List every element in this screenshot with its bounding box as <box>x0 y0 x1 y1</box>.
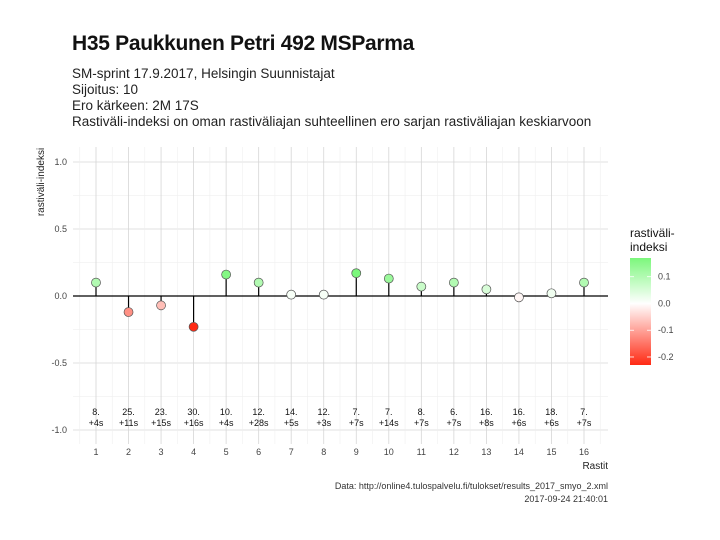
legend-tick-label: 0.0 <box>658 298 671 308</box>
y-axis: -1.0 -0.5 0.0 0.5 1.0 <box>51 157 67 435</box>
y-tick-label: 0.0 <box>54 291 67 301</box>
split-rank-label: 8. <box>92 407 100 417</box>
x-tick-label: 12 <box>449 447 459 457</box>
legend-color-bar <box>630 258 651 365</box>
data-point <box>188 321 199 332</box>
split-time-label: +7s <box>349 418 364 428</box>
split-rank-label: 23. <box>155 407 168 417</box>
split-time-label: +5s <box>284 418 299 428</box>
split-rank-label: 7. <box>353 407 361 417</box>
split-rank-label: 8. <box>418 407 426 417</box>
data-point <box>123 307 134 317</box>
x-axis-label: Rastit <box>582 461 608 472</box>
split-time-label: +4s <box>219 418 234 428</box>
x-axis: 1 2 3 4 5 6 7 8 9 10 11 12 13 14 15 16 <box>93 447 589 457</box>
data-point <box>253 277 264 288</box>
split-rank-label: 6. <box>450 407 458 417</box>
split-rank-label: 7. <box>385 407 393 417</box>
split-time-label: +7s <box>446 418 461 428</box>
split-time-label: +4s <box>89 418 104 428</box>
split-time-label: +6s <box>512 418 527 428</box>
x-tick-label: 1 <box>93 447 98 457</box>
x-tick-label: 5 <box>224 447 229 457</box>
data-point <box>579 277 589 288</box>
grid-lines <box>73 147 608 444</box>
y-tick-label: 0.5 <box>54 224 67 234</box>
split-rank-label: 14. <box>285 407 298 417</box>
legend-title-line-2: indeksi <box>630 240 667 254</box>
split-labels: 8.+4s25.+11s23.+15s30.+16s10.+4s12.+28s1… <box>89 407 592 428</box>
data-point <box>546 288 557 299</box>
split-time-label: +7s <box>414 418 429 428</box>
x-tick-label: 2 <box>126 447 131 457</box>
legend-ticks: 0.1 0.0 -0.1 -0.2 <box>630 272 674 362</box>
data-point <box>514 292 524 303</box>
legend-tick-label: -0.1 <box>658 325 674 335</box>
y-tick-label: 1.0 <box>54 157 67 167</box>
legend-title-line-1: rastiväli- <box>630 226 675 240</box>
split-time-label: +15s <box>151 418 171 428</box>
subtitle-event: SM-sprint 17.9.2017, Helsingin Suunnista… <box>72 66 335 81</box>
split-rank-label: 10. <box>220 407 233 417</box>
legend-tick-label: -0.2 <box>658 352 674 362</box>
data-point <box>383 273 394 284</box>
y-tick-label: -0.5 <box>51 358 67 368</box>
x-tick-label: 3 <box>159 447 164 457</box>
x-tick-label: 14 <box>514 447 524 457</box>
split-rank-label: 12. <box>317 407 330 417</box>
x-tick-label: 9 <box>354 447 359 457</box>
data-point <box>416 281 427 292</box>
data-marks <box>91 268 589 332</box>
x-tick-label: 10 <box>384 447 394 457</box>
split-rank-label: 18. <box>545 407 558 417</box>
chart-title: H35 Paukkunen Petri 492 MSParma <box>72 32 415 55</box>
x-tick-label: 4 <box>191 447 196 457</box>
subtitle-description: Rastiväli-indeksi on oman rastiväliajan … <box>72 114 592 129</box>
data-point <box>156 300 166 311</box>
split-rank-label: 30. <box>187 407 200 417</box>
split-time-label: +11s <box>119 418 139 428</box>
y-tick-label: -1.0 <box>51 425 67 435</box>
subtitle-placement: Sijoitus: 10 <box>72 82 139 97</box>
subtitle-gap: Ero kärkeen: 2M 17S <box>72 98 199 113</box>
split-time-label: +3s <box>316 418 331 428</box>
data-point <box>318 289 329 300</box>
x-tick-label: 16 <box>579 447 589 457</box>
split-time-label: +6s <box>544 418 559 428</box>
x-tick-label: 11 <box>417 447 426 457</box>
split-rank-label: 16. <box>513 407 526 417</box>
x-tick-label: 8 <box>321 447 326 457</box>
x-tick-label: 7 <box>289 447 294 457</box>
data-point <box>91 277 101 288</box>
y-axis-label: rastiväli-indeksi <box>36 148 47 216</box>
data-point <box>221 269 231 280</box>
split-rank-label: 7. <box>580 407 588 417</box>
data-point <box>286 289 297 300</box>
data-point <box>481 284 492 295</box>
split-rank-label: 12. <box>252 407 265 417</box>
split-time-label: +8s <box>479 418 494 428</box>
split-time-label: +14s <box>379 418 399 428</box>
legend-tick-label: 0.1 <box>658 272 671 282</box>
data-source-caption: Data: http://online4.tulospalvelu.fi/tul… <box>334 481 608 491</box>
split-time-label: +16s <box>184 418 204 428</box>
x-tick-label: 15 <box>546 447 556 457</box>
x-tick-label: 13 <box>481 447 491 457</box>
color-legend: rastiväli- indeksi 0.1 0.0 -0.1 -0.2 <box>630 226 675 365</box>
split-time-label: +28s <box>249 418 269 428</box>
data-point <box>449 277 459 288</box>
split-rank-label: 16. <box>480 407 493 417</box>
split-rank-label: 25. <box>122 407 135 417</box>
split-time-label: +7s <box>577 418 592 428</box>
data-point <box>351 268 362 279</box>
x-tick-label: 6 <box>256 447 261 457</box>
timestamp-caption: 2017-09-24 21:40:01 <box>524 494 608 504</box>
